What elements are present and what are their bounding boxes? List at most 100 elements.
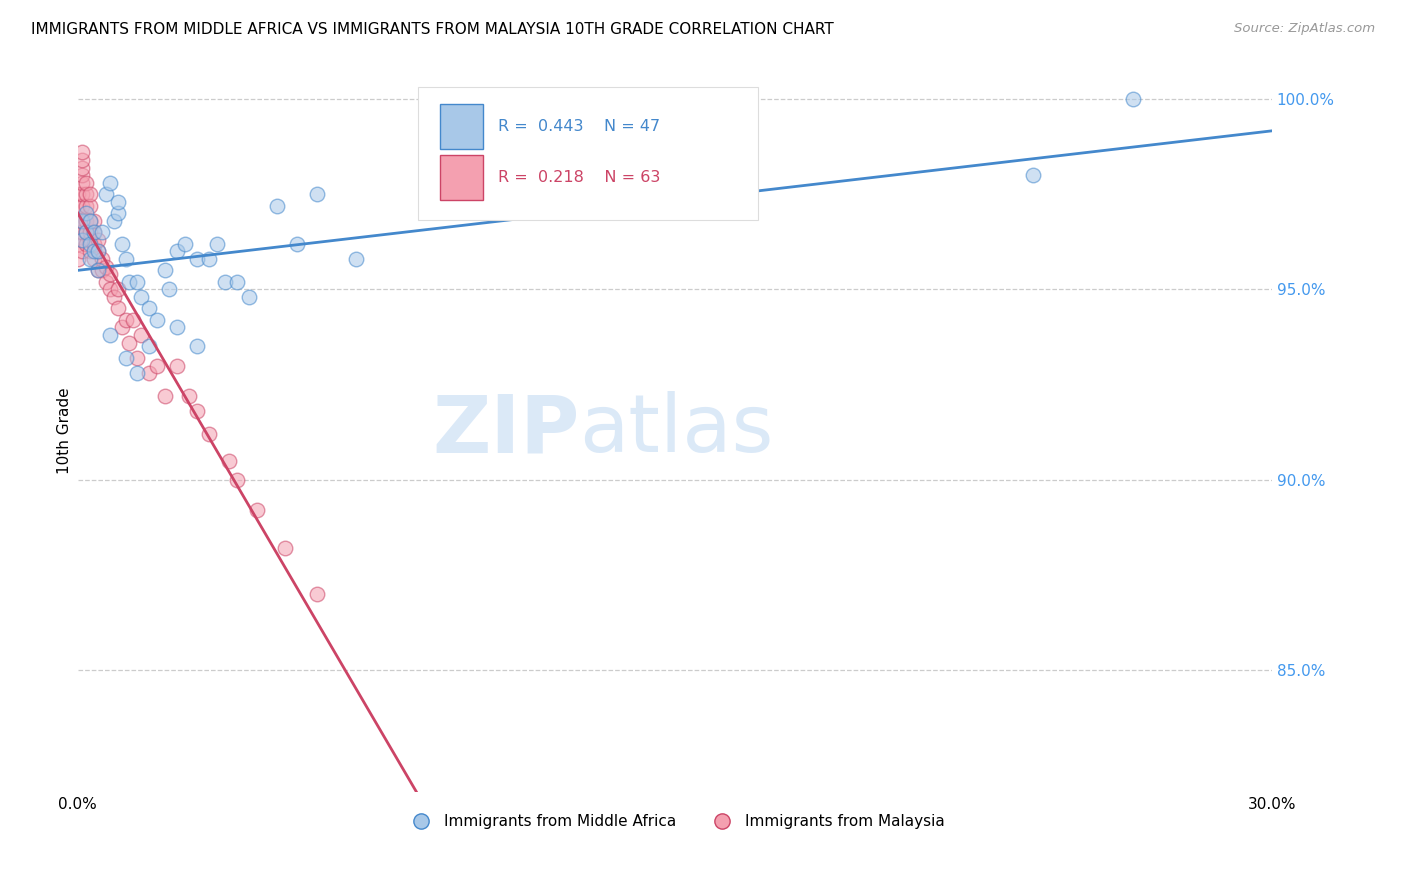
Point — [127, 351, 149, 365]
Point — [146, 313, 169, 327]
Point — [70, 233, 93, 247]
Point — [66, 252, 89, 266]
Point — [75, 198, 97, 212]
Point — [70, 176, 93, 190]
Text: R =  0.443    N = 47: R = 0.443 N = 47 — [498, 119, 661, 134]
Point — [103, 214, 125, 228]
Point — [90, 252, 112, 266]
Point — [107, 282, 129, 296]
Point — [179, 389, 201, 403]
Point — [186, 339, 208, 353]
Point — [70, 225, 93, 239]
Point — [98, 328, 121, 343]
Point — [83, 225, 105, 239]
Point — [75, 214, 97, 228]
Point — [305, 187, 328, 202]
FancyBboxPatch shape — [440, 104, 482, 149]
Point — [198, 427, 221, 442]
Point — [285, 236, 308, 251]
Point — [79, 198, 101, 212]
Point — [70, 214, 93, 228]
Point — [79, 244, 101, 259]
Point — [114, 252, 136, 266]
Point — [94, 187, 117, 202]
Text: atlas: atlas — [579, 392, 773, 469]
Point — [66, 214, 89, 228]
Point — [186, 252, 208, 266]
Point — [70, 198, 93, 212]
FancyBboxPatch shape — [440, 155, 482, 201]
Point — [218, 453, 240, 467]
Point — [118, 335, 141, 350]
Point — [226, 473, 249, 487]
Point — [166, 359, 188, 373]
Point — [157, 282, 180, 296]
Point — [79, 236, 101, 251]
Point — [75, 225, 97, 239]
Point — [127, 366, 149, 380]
Point — [246, 503, 269, 517]
Point — [70, 244, 93, 259]
Point — [138, 339, 160, 353]
Point — [138, 366, 160, 380]
Point — [66, 198, 89, 212]
Y-axis label: 10th Grade: 10th Grade — [58, 387, 72, 474]
Point — [94, 275, 117, 289]
Point — [79, 233, 101, 247]
Point — [79, 187, 101, 202]
Point — [75, 206, 97, 220]
Point — [70, 233, 93, 247]
Point — [83, 252, 105, 266]
Point — [146, 359, 169, 373]
Point — [79, 214, 101, 228]
Point — [79, 214, 101, 228]
Point — [226, 275, 249, 289]
Point — [174, 236, 197, 251]
Point — [274, 541, 297, 556]
Point — [83, 244, 105, 259]
Point — [238, 290, 260, 304]
Point — [1122, 92, 1144, 106]
Point — [83, 236, 105, 251]
Point — [214, 275, 236, 289]
Point — [75, 225, 97, 239]
Point — [131, 290, 153, 304]
Point — [107, 301, 129, 316]
Point — [114, 313, 136, 327]
Point — [205, 236, 228, 251]
Point — [79, 252, 101, 266]
Point — [110, 320, 132, 334]
Point — [344, 252, 367, 266]
Point — [118, 275, 141, 289]
Legend: Immigrants from Middle Africa, Immigrants from Malaysia: Immigrants from Middle Africa, Immigrant… — [399, 808, 950, 835]
Text: ZIP: ZIP — [432, 392, 579, 469]
Point — [131, 328, 153, 343]
Point — [86, 233, 108, 247]
Point — [198, 252, 221, 266]
Point — [75, 236, 97, 251]
Point — [166, 320, 188, 334]
Point — [186, 404, 208, 418]
Point — [90, 225, 112, 239]
Point — [70, 187, 93, 202]
Text: IMMIGRANTS FROM MIDDLE AFRICA VS IMMIGRANTS FROM MALAYSIA 10TH GRADE CORRELATION: IMMIGRANTS FROM MIDDLE AFRICA VS IMMIGRA… — [31, 22, 834, 37]
Point — [70, 168, 93, 182]
Point — [266, 198, 288, 212]
Point — [98, 282, 121, 296]
Point — [75, 187, 97, 202]
Point — [66, 225, 89, 239]
Point — [75, 176, 97, 190]
Point — [86, 244, 108, 259]
Point — [83, 214, 105, 228]
Point — [103, 290, 125, 304]
Point — [305, 587, 328, 601]
Point — [155, 263, 177, 277]
Point — [83, 225, 105, 239]
Point — [70, 153, 93, 167]
Point — [166, 244, 188, 259]
Point — [703, 187, 725, 202]
Point — [122, 313, 145, 327]
Text: Source: ZipAtlas.com: Source: ZipAtlas.com — [1234, 22, 1375, 36]
Point — [86, 244, 108, 259]
Point — [79, 225, 101, 239]
